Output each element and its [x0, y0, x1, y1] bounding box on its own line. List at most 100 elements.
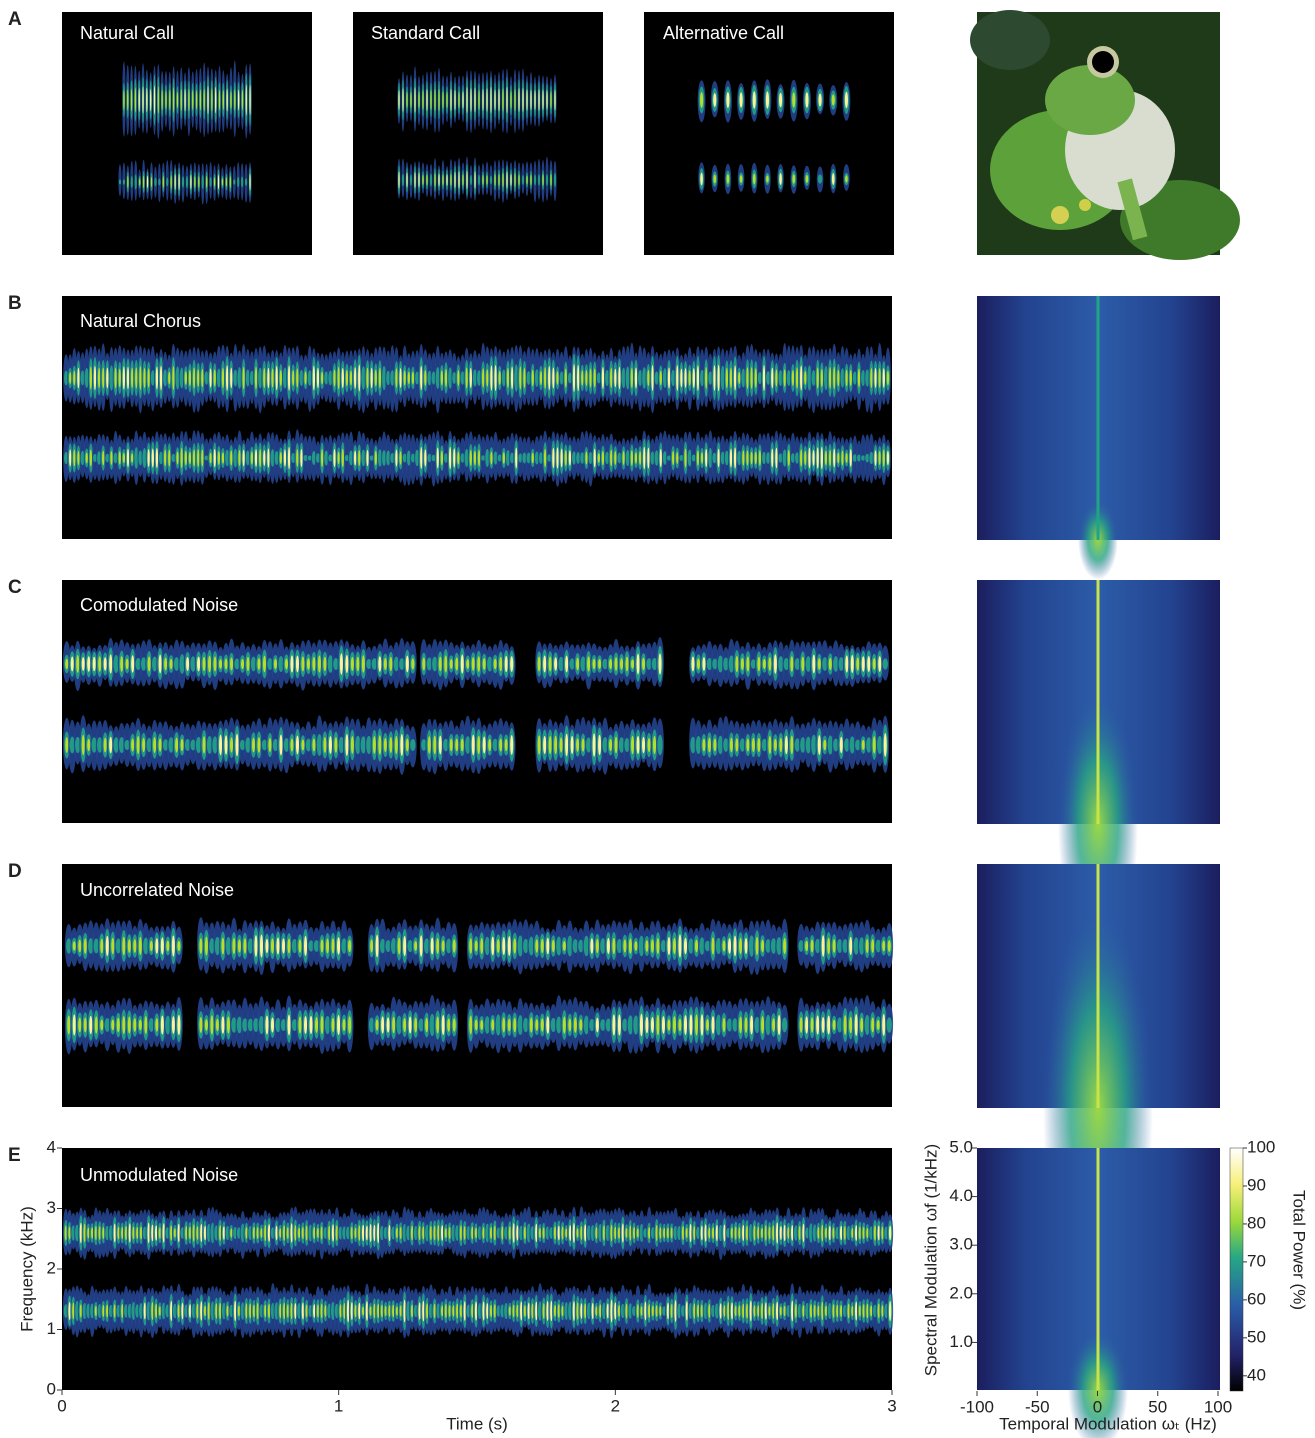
- texture: [453, 939, 456, 953]
- texture: [855, 1014, 858, 1036]
- texture: [175, 174, 176, 190]
- texture: [414, 1017, 417, 1032]
- texture: [607, 938, 610, 954]
- texture: [398, 90, 399, 110]
- texture: [450, 739, 453, 752]
- texture: [779, 93, 782, 107]
- colorbar-tick-label: 60: [1247, 1289, 1266, 1308]
- texture: [726, 368, 728, 388]
- texture: [832, 173, 835, 185]
- texture: [263, 368, 265, 388]
- texture: [522, 175, 524, 185]
- texture: [197, 657, 200, 672]
- texture: [470, 88, 471, 112]
- texture: [866, 939, 869, 953]
- spectrogram-panel: [62, 864, 892, 1107]
- texture: [538, 735, 541, 754]
- mps-center: [1097, 296, 1100, 540]
- texture: [882, 941, 885, 952]
- texture: [790, 656, 793, 671]
- texture: [90, 449, 92, 466]
- texture: [887, 1017, 892, 1033]
- y-tick-label: 3.0: [949, 1235, 973, 1254]
- texture: [233, 179, 235, 184]
- texture: [400, 734, 403, 756]
- texture: [323, 737, 326, 753]
- x-tick-label: 1: [334, 1396, 343, 1415]
- texture: [106, 936, 109, 956]
- texture: [317, 368, 319, 389]
- texture: [550, 174, 551, 186]
- texture: [185, 451, 187, 466]
- x-axis-title: Time (s): [446, 1414, 508, 1433]
- texture: [478, 174, 480, 185]
- texture: [612, 938, 615, 954]
- texture: [884, 733, 887, 757]
- texture: [354, 367, 356, 389]
- texture: [867, 656, 870, 672]
- texture: [410, 739, 415, 751]
- texture: [211, 88, 212, 111]
- texture: [77, 368, 79, 388]
- texture: [635, 367, 637, 388]
- texture: [146, 88, 147, 113]
- texture: [131, 453, 133, 463]
- texture: [123, 90, 124, 110]
- texture: [189, 452, 191, 465]
- texture: [753, 173, 756, 184]
- texture: [161, 937, 164, 954]
- texture: [792, 174, 795, 184]
- texture: [546, 1016, 549, 1034]
- texture: [450, 174, 451, 186]
- texture: [739, 1017, 742, 1034]
- texture: [883, 658, 888, 669]
- texture: [126, 659, 129, 670]
- texture: [667, 1019, 670, 1030]
- texture: [128, 939, 131, 953]
- texture: [622, 451, 624, 465]
- texture: [502, 173, 503, 187]
- texture: [73, 371, 75, 385]
- y-tick-label: 2.0: [949, 1283, 973, 1302]
- texture: [143, 368, 145, 388]
- texture: [761, 1016, 764, 1034]
- texture: [645, 940, 648, 952]
- texture: [845, 655, 848, 672]
- texture: [750, 367, 752, 389]
- texture: [812, 450, 814, 466]
- texture: [192, 90, 193, 110]
- x-tick-label: 0: [57, 1396, 66, 1415]
- texture: [538, 89, 539, 111]
- texture: [431, 937, 434, 954]
- texture: [161, 90, 162, 110]
- texture: [642, 658, 645, 671]
- texture: [207, 86, 208, 114]
- texture: [182, 176, 184, 188]
- texture: [176, 452, 178, 465]
- texture: [486, 175, 487, 185]
- texture: [858, 369, 860, 388]
- texture: [127, 367, 129, 390]
- texture: [480, 938, 483, 954]
- texture: [133, 1018, 136, 1032]
- texture: [245, 178, 247, 186]
- texture: [154, 178, 156, 187]
- texture: [700, 1014, 703, 1036]
- texture: [139, 937, 142, 955]
- texture: [515, 448, 517, 469]
- y-tick-label: 4.0: [949, 1186, 973, 1205]
- texture: [458, 171, 459, 188]
- texture: [271, 938, 274, 953]
- texture: [326, 938, 329, 953]
- texture: [535, 1019, 538, 1031]
- texture: [265, 939, 268, 953]
- texture: [823, 740, 826, 751]
- y-axis-title: Frequency (kHz): [17, 1206, 36, 1332]
- texture: [745, 938, 748, 954]
- texture: [402, 174, 404, 187]
- texture: [631, 368, 633, 388]
- texture: [156, 366, 158, 389]
- texture: [615, 737, 618, 754]
- texture: [609, 659, 612, 670]
- texture: [499, 371, 501, 385]
